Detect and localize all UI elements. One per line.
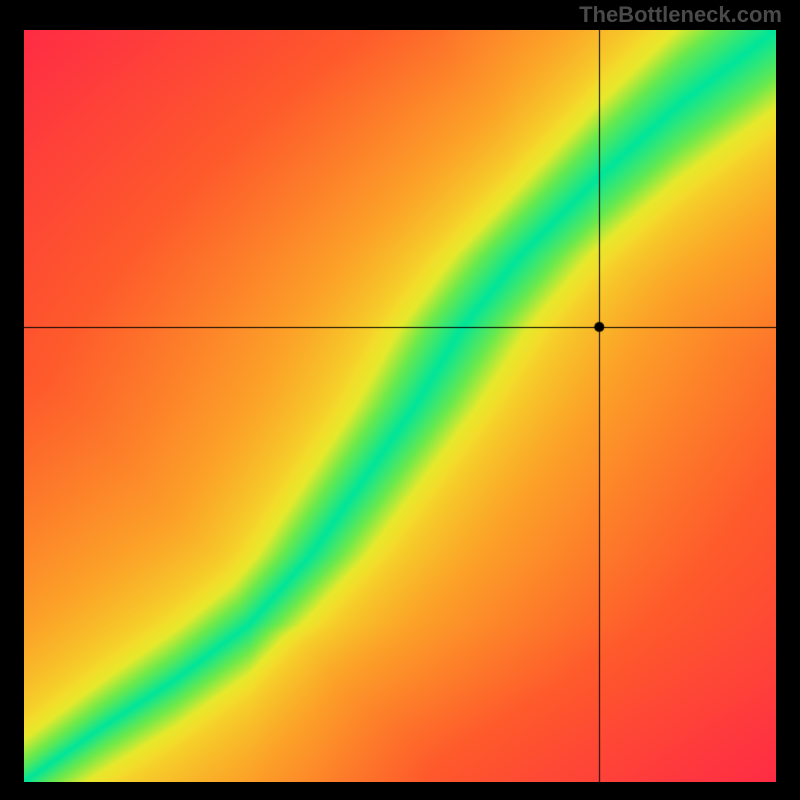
attribution-text: TheBottleneck.com — [579, 2, 782, 28]
bottleneck-heatmap — [24, 30, 776, 782]
chart-container: TheBottleneck.com — [0, 0, 800, 800]
